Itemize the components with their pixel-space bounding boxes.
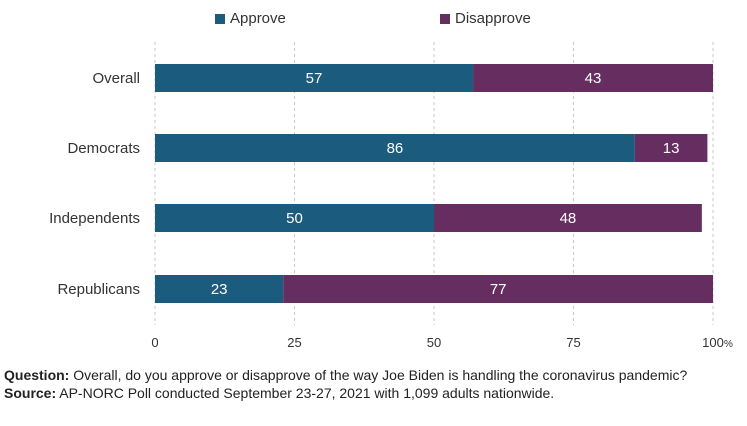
tick-label: 100 xyxy=(702,335,724,350)
data-label: 77 xyxy=(490,281,507,298)
tick-label: 25 xyxy=(287,335,301,350)
legend-swatch-disapprove xyxy=(440,13,450,24)
category-label: Overall xyxy=(92,70,140,87)
tick-label: 0 xyxy=(151,335,158,350)
chart-notes: Question: Overall, do you approve or dis… xyxy=(4,366,687,402)
data-label: 23 xyxy=(211,281,228,298)
legend-label-disapprove: Disapprove xyxy=(455,10,531,27)
bar-disapprove xyxy=(283,275,713,303)
data-label: 57 xyxy=(306,70,323,87)
data-label: 43 xyxy=(585,70,602,87)
bar-approve xyxy=(155,204,434,232)
legend-item-disapprove: Disapprove xyxy=(440,10,531,27)
bar-approve xyxy=(155,134,635,162)
bar-disapprove xyxy=(634,134,708,162)
data-label: 13 xyxy=(663,140,680,157)
chart-legend: Approve Disapprove xyxy=(0,10,747,30)
category-label: Independents xyxy=(49,210,140,227)
question-note: Question: Overall, do you approve or dis… xyxy=(4,366,687,384)
legend-swatch-approve xyxy=(215,13,225,24)
data-label: 48 xyxy=(560,210,577,227)
legend-item-approve: Approve xyxy=(215,10,286,27)
question-text: Overall, do you approve or disapprove of… xyxy=(69,367,688,383)
data-label: 86 xyxy=(387,140,404,157)
bar-disapprove xyxy=(473,64,713,92)
source-note: Source: AP-NORC Poll conducted September… xyxy=(4,384,687,402)
legend-label-approve: Approve xyxy=(230,10,286,27)
bar-disapprove xyxy=(434,204,702,232)
source-label: Source: xyxy=(4,385,57,401)
source-text: AP-NORC Poll conducted September 23-27, … xyxy=(56,385,555,401)
tick-label: 75 xyxy=(566,335,580,350)
tick-label: 50 xyxy=(427,335,441,350)
category-label: Republicans xyxy=(57,281,140,298)
category-label: Democrats xyxy=(67,140,140,157)
stacked-bar-chart: Overall 57 43 Democrats 86 13 Independents 50 48… xyxy=(49,42,733,350)
data-label: 50 xyxy=(286,210,303,227)
question-label: Question: xyxy=(4,367,70,383)
bar-approve xyxy=(155,64,474,92)
bar-approve xyxy=(155,275,284,303)
tick-suffix: % xyxy=(724,339,733,350)
